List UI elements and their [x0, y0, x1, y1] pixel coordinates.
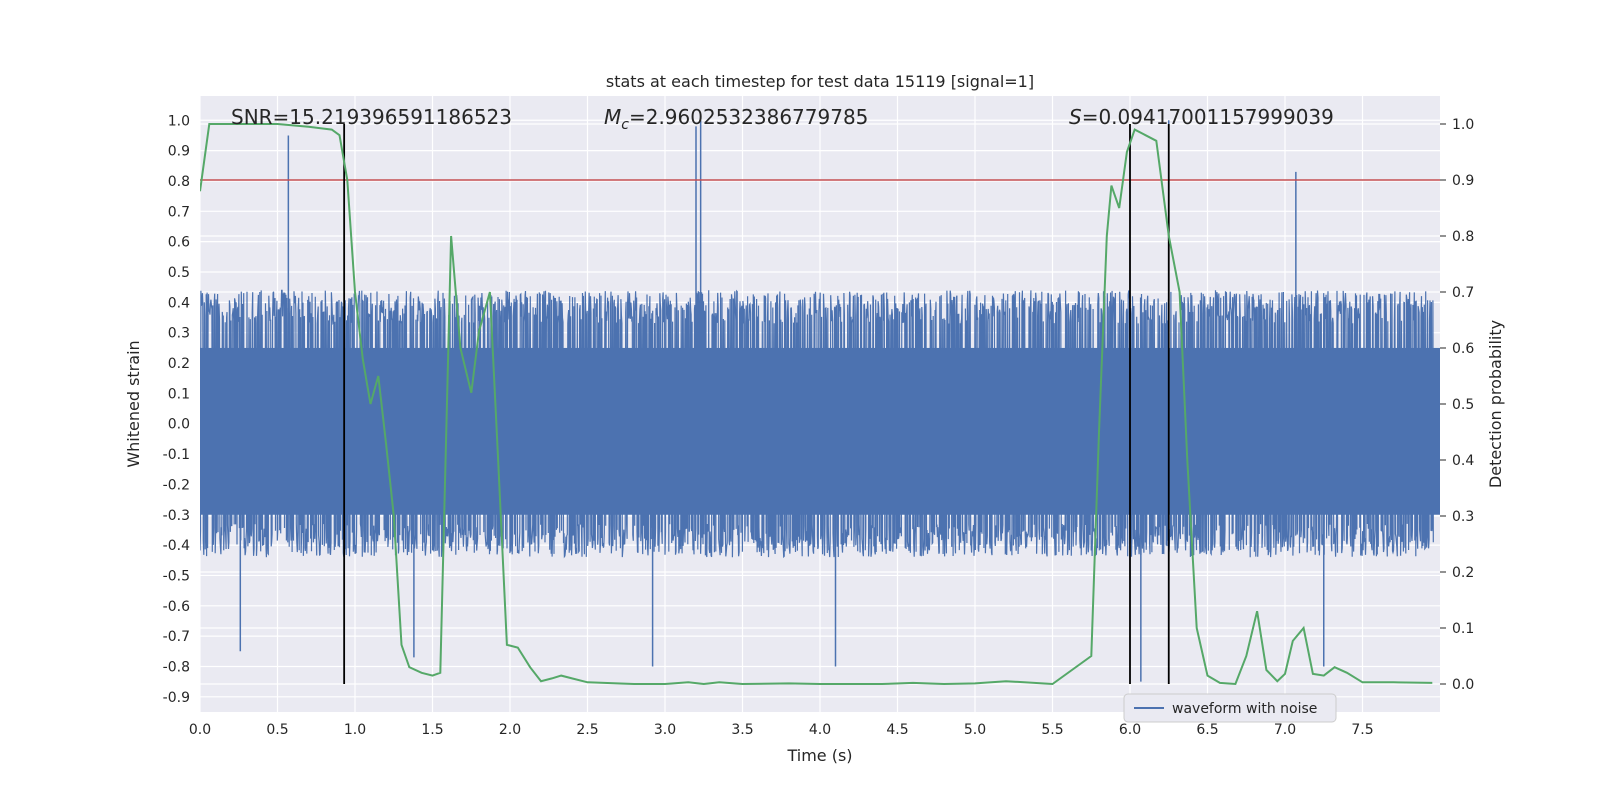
y-left-tick-label: 0.9 [168, 144, 190, 160]
y-left-tick-label: -0.2 [163, 477, 190, 493]
snr-annotation: SNR=15.219396591186523 [231, 105, 512, 129]
x-tick-label: 7.5 [1351, 722, 1373, 738]
y-right-tick-label: 0.6 [1452, 341, 1474, 357]
legend: waveform with noise [1123, 693, 1337, 723]
chart-title: stats at each timestep for test data 151… [606, 72, 1034, 91]
chirp-mass-value: =2.9602532386779785 [629, 105, 868, 129]
x-tick-label: 3.0 [654, 722, 676, 738]
y-left-tick-label: -0.3 [163, 508, 190, 524]
y-right-axis-ticks: 0.0 0.1 0.2 0.3 0.4 0.5 0.6 0.7 0.8 0.9 1.0 [1440, 117, 1474, 693]
x-tick-label: 2.5 [576, 722, 598, 738]
waveform-core [200, 347, 1440, 515]
x-tick-label: 7.0 [1274, 722, 1296, 738]
y-left-tick-label: -0.9 [163, 690, 190, 706]
s-symbol: S [1069, 105, 1082, 129]
y-right-axis-label: Detection probability [1486, 320, 1505, 488]
x-tick-label: 6.0 [1119, 722, 1141, 738]
x-tick-label: 5.5 [1041, 722, 1063, 738]
y-left-tick-label: 0.6 [168, 235, 190, 251]
probability-line [200, 123, 1433, 686]
y-left-tick-label: -0.4 [163, 538, 190, 554]
y-right-tick-label: 0.8 [1452, 229, 1474, 245]
x-tick-label: 0.5 [266, 722, 288, 738]
legend-entry: waveform with noise [1172, 701, 1317, 717]
y-left-tick-label: 0.3 [168, 326, 190, 342]
y-right-tick-label: 0.2 [1452, 565, 1474, 581]
y-left-tick-label: 0.0 [168, 417, 190, 433]
y-right-tick-label: 0.4 [1452, 453, 1474, 469]
y-left-tick-label: 0.2 [168, 356, 190, 372]
x-tick-label: 5.0 [964, 722, 986, 738]
y-left-tick-label: 0.1 [168, 386, 190, 402]
y-left-axis-label: Whitened strain [124, 340, 143, 467]
probability-series [200, 123, 1433, 686]
y-left-tick-label: 0.4 [168, 295, 190, 311]
y-left-axis-ticks: -0.9 -0.8 -0.7 -0.6 -0.5 -0.4 -0.3 -0.2 -0.1 0.0 0… [163, 113, 190, 706]
y-right-tick-label: 1.0 [1452, 117, 1474, 133]
x-axis-ticks: 0.0 0.5 1.0 1.5 2.0 2.5 3.0 3.5 4.0 4.5 5.0 5.5 6.0 6… [189, 722, 1374, 738]
y-right-tick-label: 0.0 [1452, 677, 1474, 693]
chirp-mass-annotation: Mc=2.9602532386779785 [604, 105, 868, 133]
y-left-tick-label: -0.5 [163, 568, 190, 584]
y-right-tick-label: 0.1 [1452, 621, 1474, 637]
y-right-tick-label: 0.7 [1452, 285, 1474, 301]
x-tick-label: 1.5 [421, 722, 443, 738]
y-left-tick-label: -0.6 [163, 599, 190, 615]
x-tick-label: 4.0 [809, 722, 831, 738]
y-left-tick-label: -0.7 [163, 629, 190, 645]
x-tick-label: 4.5 [886, 722, 908, 738]
y-right-tick-label: 0.5 [1452, 397, 1474, 413]
x-tick-label: 6.5 [1196, 722, 1218, 738]
waveform-series [200, 120, 1440, 682]
x-tick-label: 2.0 [499, 722, 521, 738]
x-tick-label: 1.0 [344, 722, 366, 738]
y-left-tick-label: 0.8 [168, 174, 190, 190]
s-annotation: S=0.09417001157999039 [1069, 105, 1334, 129]
y-left-tick-label: 0.7 [168, 204, 190, 220]
y-left-tick-label: -0.8 [163, 659, 190, 675]
legend-box [1123, 693, 1337, 723]
y-left-tick-label: 1.0 [168, 113, 190, 129]
vertical-markers [343, 124, 1170, 684]
y-right-tick-label: 0.3 [1452, 509, 1474, 525]
plot-area [200, 120, 1440, 686]
y-right-tick-label: 0.9 [1452, 173, 1474, 189]
chirp-mass-subscript: c [621, 117, 629, 133]
x-axis-label: Time (s) [786, 746, 852, 765]
y-left-tick-label: 0.5 [168, 265, 190, 281]
chirp-mass-symbol: M [604, 105, 621, 129]
s-value: =0.09417001157999039 [1082, 105, 1334, 129]
x-tick-label: 0.0 [189, 722, 211, 738]
x-tick-label: 3.5 [731, 722, 753, 738]
y-left-tick-label: -0.1 [163, 447, 190, 463]
